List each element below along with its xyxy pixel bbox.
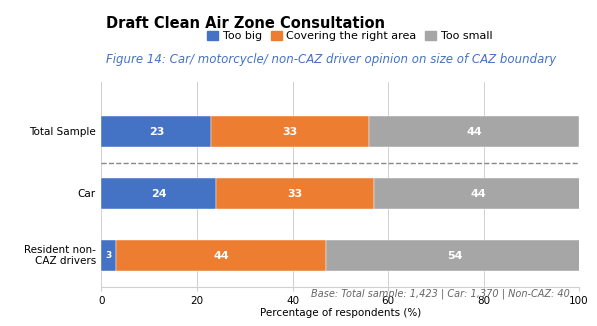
Bar bbox=[116, 240, 326, 271]
Text: 24: 24 bbox=[151, 189, 167, 199]
Text: Base: Total sample: 1,423 | Car: 1,370 | Non-CAZ: 40: Base: Total sample: 1,423 | Car: 1,370 |… bbox=[310, 288, 570, 299]
Bar bbox=[101, 240, 116, 271]
Text: Figure 14: Car/ motorcycle/ non-CAZ driver opinion on size of CAZ boundary: Figure 14: Car/ motorcycle/ non-CAZ driv… bbox=[106, 52, 556, 66]
X-axis label: Percentage of respondents (%): Percentage of respondents (%) bbox=[260, 308, 421, 318]
Text: 23: 23 bbox=[149, 127, 164, 137]
Bar bbox=[216, 178, 374, 209]
Text: 33: 33 bbox=[287, 189, 303, 199]
Legend: Too big, Covering the right area, Too small: Too big, Covering the right area, Too sm… bbox=[202, 26, 497, 46]
Bar bbox=[211, 116, 369, 147]
Text: Draft Clean Air Zone Consultation: Draft Clean Air Zone Consultation bbox=[106, 16, 385, 31]
Bar bbox=[369, 116, 579, 147]
Bar bbox=[101, 178, 216, 209]
Bar bbox=[101, 116, 211, 147]
Text: 54: 54 bbox=[447, 251, 463, 260]
Bar bbox=[326, 240, 584, 271]
Bar bbox=[374, 178, 584, 209]
Text: 44: 44 bbox=[213, 251, 229, 260]
Text: 44: 44 bbox=[466, 127, 482, 137]
Text: 3: 3 bbox=[106, 251, 112, 260]
Text: 44: 44 bbox=[471, 189, 487, 199]
Text: 33: 33 bbox=[282, 127, 298, 137]
